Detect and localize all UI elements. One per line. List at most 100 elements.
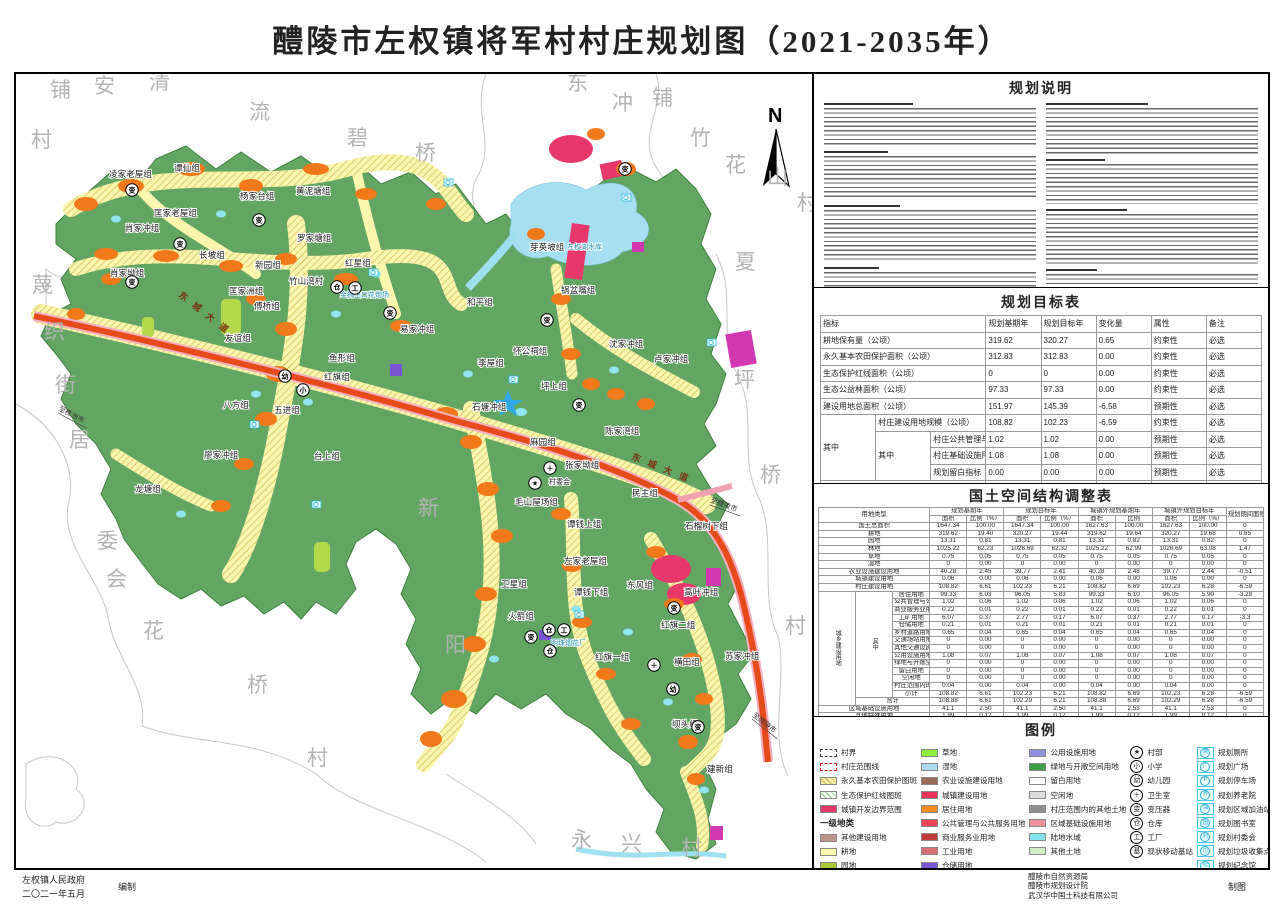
table-cell: 0.65 bbox=[1003, 628, 1042, 638]
settlement-label: 黄泥塘组 bbox=[296, 185, 331, 196]
legend-item: 其他土地 bbox=[1029, 846, 1126, 858]
table-cell: 乡村道路用地 bbox=[892, 628, 931, 638]
table-cell: 村庄范围内的其他土地 bbox=[892, 682, 931, 691]
target-table-title: 规划目标表 bbox=[1001, 296, 1081, 311]
table-cell: 预期性 bbox=[1150, 397, 1207, 415]
map-facility-icon-幼: 幼 bbox=[278, 369, 292, 383]
table-cell: 1026.69 bbox=[1003, 545, 1042, 554]
table-cell: 0.00 bbox=[1040, 682, 1079, 691]
settlement-label: 红星组 bbox=[345, 257, 371, 268]
plan-frame: N 铺安清流碧桥村东冲铺竹花山村夏坪桥村蔑织街居委会花新阳桥村永兴村 东城大道东… bbox=[14, 72, 1270, 870]
svg-text:★: ★ bbox=[532, 480, 538, 488]
legend-item: 养规划养老院 bbox=[1196, 789, 1268, 802]
legend-item: 绿地与开敞空间用地 bbox=[1029, 761, 1126, 773]
table-cell: 城乡建设用地 bbox=[817, 590, 857, 706]
table-cell: 1.08 bbox=[1151, 651, 1190, 661]
table-cell: 0 bbox=[1003, 643, 1042, 653]
table-cell: 19.68 bbox=[1188, 529, 1227, 539]
planned-facility-icon: 广 bbox=[1196, 760, 1214, 773]
table-cell: 1.02 bbox=[985, 430, 1042, 448]
legend-item: 农业设施建设用地 bbox=[920, 775, 1026, 787]
table-cell: 0 bbox=[929, 659, 968, 668]
table-cell: 工矿用地 bbox=[892, 613, 931, 623]
table-cell: 1.08 bbox=[1003, 651, 1042, 661]
planned-facility-marker bbox=[574, 610, 585, 619]
table-cell: 0 bbox=[1225, 659, 1265, 668]
table-cell: 0.00 bbox=[1114, 666, 1153, 676]
settlement-label: 谭仙组 bbox=[174, 162, 200, 173]
table-cell: 生态公益林面积（公顷） bbox=[819, 381, 987, 399]
table-cell: 必选 bbox=[1205, 331, 1263, 349]
settlement-label: 八方组 bbox=[223, 399, 249, 410]
table-cell: 102.23 bbox=[1040, 414, 1097, 432]
table-cell: 留白用地 bbox=[892, 666, 931, 676]
settlement-label: 东风组 bbox=[627, 579, 653, 590]
planned-facility-icon: 纪 bbox=[1196, 859, 1214, 868]
settlement-label: 长坡组 bbox=[199, 249, 225, 260]
legend-item: 区域基础设施用地 bbox=[1029, 817, 1126, 829]
map-facility-icon-仓: 仓 bbox=[542, 623, 556, 637]
legend-label: 空闲地 bbox=[1050, 790, 1074, 800]
map-label: 村 bbox=[307, 747, 328, 770]
planned-facility-icon: 养 bbox=[1196, 789, 1214, 802]
table-cell: 0.01 bbox=[966, 605, 1005, 615]
table-cell: 2.50 bbox=[1040, 704, 1079, 714]
settlement-label: 火箭组 bbox=[508, 610, 534, 621]
legend-item: 其他建设用地 bbox=[820, 832, 917, 844]
map-label: 冲 bbox=[612, 92, 633, 115]
legend-label: 仓库 bbox=[1147, 818, 1163, 828]
table-cell: 0.01 bbox=[1040, 605, 1079, 615]
svg-text:变: 变 bbox=[387, 309, 394, 318]
table-cell: 0.00 bbox=[1188, 636, 1227, 645]
table-cell: 0.00 bbox=[1095, 463, 1152, 481]
table-cell: 面积 bbox=[1151, 514, 1190, 524]
legend-label: 幼儿园 bbox=[1147, 776, 1171, 786]
settlement-label: 廖家冲组 bbox=[204, 449, 239, 460]
settlement-label: 竹山湾村 bbox=[289, 275, 324, 286]
drafted-by-label: 制图 bbox=[1228, 882, 1247, 892]
road-exit-arrow bbox=[751, 718, 778, 739]
planned-facility-icon: 油 bbox=[1196, 803, 1214, 816]
table-cell: 1627.63 bbox=[1077, 522, 1116, 531]
table-cell: 0.05 bbox=[1114, 552, 1153, 562]
settlement-label: 红旗二组 bbox=[661, 619, 696, 630]
table-cell: 0.00 bbox=[1114, 674, 1153, 683]
legend-item: 工业用地 bbox=[920, 846, 1026, 858]
table-cell: 0.00 bbox=[966, 682, 1005, 691]
table-cell: 0 bbox=[1077, 659, 1116, 668]
water-bodies bbox=[465, 182, 727, 859]
settlement-label: 张家坳组 bbox=[565, 459, 600, 470]
svg-text:仓: 仓 bbox=[546, 647, 555, 656]
settlement-label: 石塘冲组 bbox=[472, 401, 507, 412]
table-cell: 备注 bbox=[1205, 315, 1263, 333]
table-cell: 0.65 bbox=[1095, 331, 1152, 349]
table-cell: 0.00 bbox=[1095, 364, 1152, 382]
table-cell: 6.69 bbox=[1114, 697, 1153, 706]
table-cell: 6.21 bbox=[1040, 583, 1079, 592]
legend-item: 公用设施用地 bbox=[1029, 747, 1126, 759]
table-cell: 0.04 bbox=[1040, 628, 1079, 638]
table-cell: 6.61 bbox=[966, 697, 1005, 706]
table-cell: 0 bbox=[1225, 666, 1265, 676]
table-cell: 102.23 bbox=[1151, 689, 1190, 699]
table-cell: -0.51 bbox=[1225, 567, 1265, 577]
settlement-label: 龙塘组 bbox=[135, 483, 161, 494]
table-cell: 0.00 bbox=[1114, 659, 1153, 668]
planning-note-text bbox=[814, 101, 1268, 287]
table-cell: 1.02 bbox=[1077, 598, 1116, 607]
table-cell: 0.06 bbox=[966, 598, 1005, 607]
table-cell: 0 bbox=[929, 636, 968, 645]
legend-label: 规划广场 bbox=[1217, 762, 1249, 772]
table-cell: 2.77 bbox=[1003, 613, 1042, 623]
table-cell: 0.00 bbox=[1114, 636, 1153, 645]
legend-label: 工业用地 bbox=[941, 846, 973, 856]
planned-facility-icon: P bbox=[1196, 774, 1214, 787]
legend-item: 园地 bbox=[820, 860, 917, 868]
table-cell: 6.61 bbox=[966, 583, 1005, 592]
section-planning-note: 规划说明 bbox=[814, 74, 1268, 288]
svg-text:变: 变 bbox=[129, 186, 136, 195]
map-label: 村 bbox=[681, 837, 702, 860]
table-cell: 1026.69 bbox=[1151, 545, 1190, 554]
settlement-label: 新园组 bbox=[255, 259, 281, 270]
